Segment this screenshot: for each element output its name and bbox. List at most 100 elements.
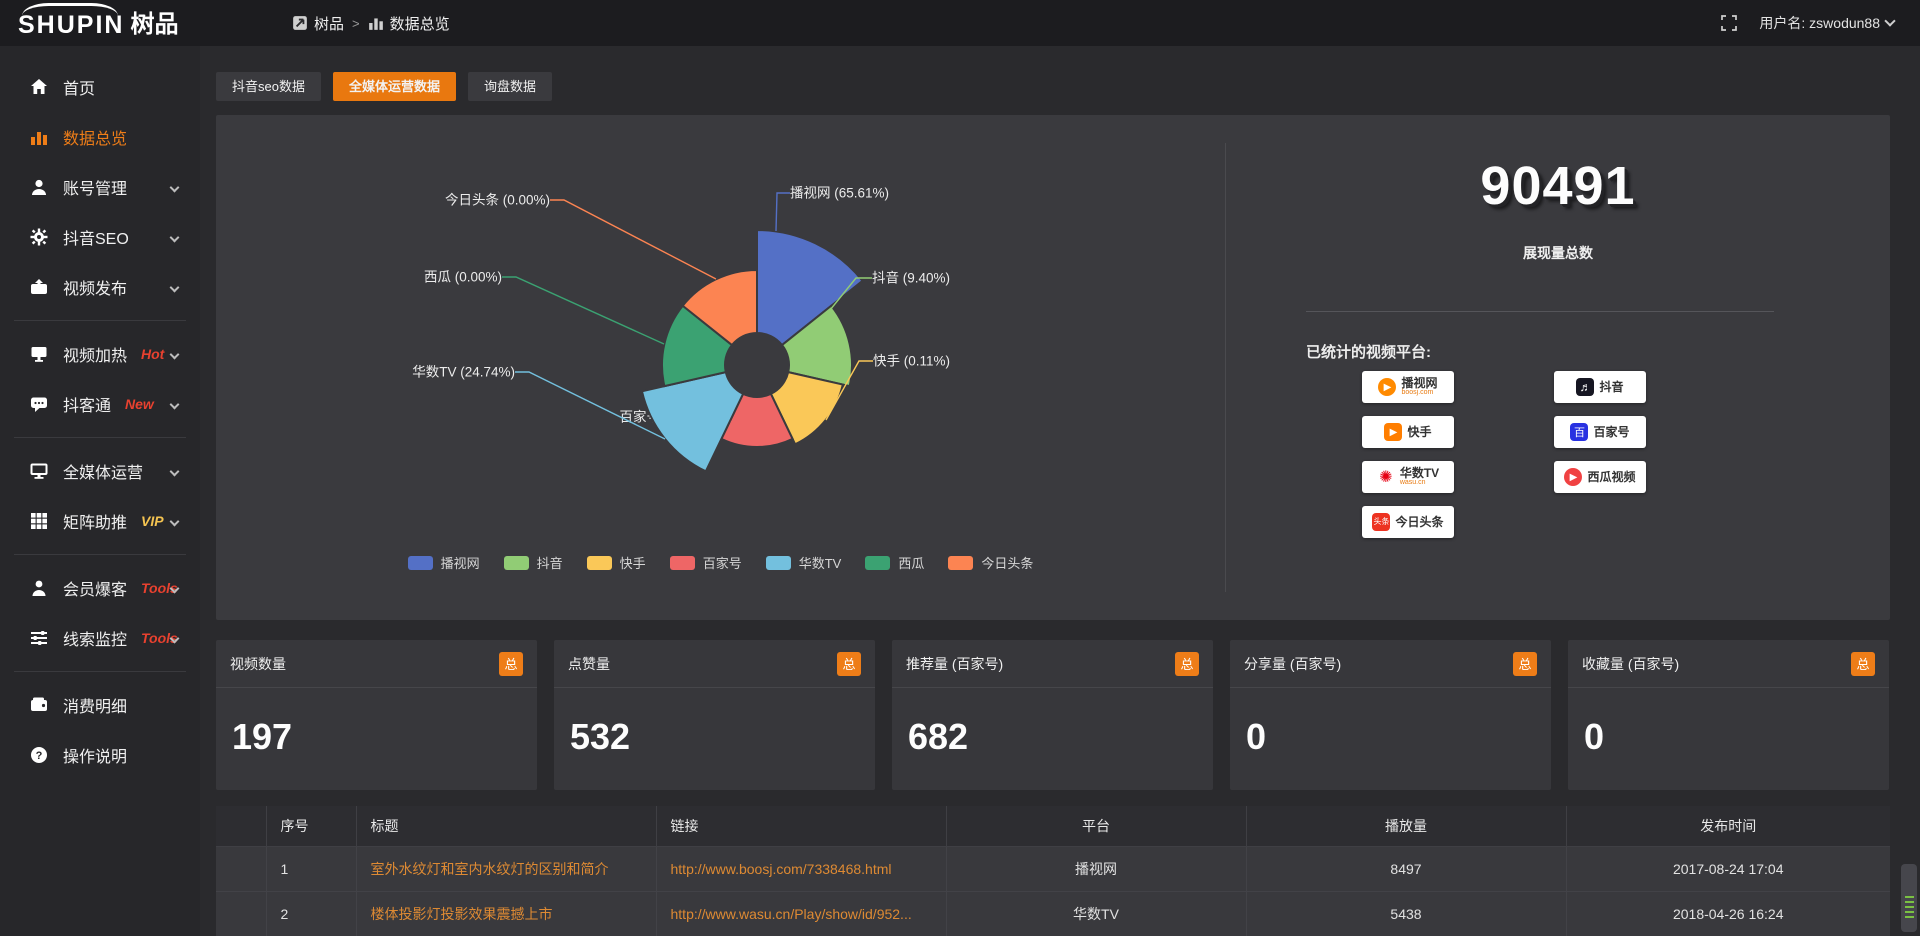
- stat-card-title: 点赞量: [568, 655, 610, 672]
- pie-slice-华数TV[interactable]: [640, 370, 745, 473]
- chevron-down-icon: [169, 466, 180, 476]
- sidebar-item-全媒体运营[interactable]: 全媒体运营: [0, 446, 200, 496]
- legend-item-今日头条[interactable]: 今日头条: [948, 553, 1033, 572]
- chevron-down-icon: [1884, 15, 1896, 27]
- stat-card-header: 点赞量 总: [554, 640, 875, 688]
- legend-item-华数TV[interactable]: 华数TV: [765, 553, 841, 572]
- legend-item-抖音[interactable]: 抖音: [503, 553, 563, 572]
- stat-card-title: 视频数量: [230, 655, 286, 672]
- breadcrumb: 树品 > 数据总览: [292, 13, 450, 34]
- column-header-标题: 标题: [355, 806, 657, 847]
- sidebar-item-视频发布[interactable]: 视频发布: [0, 262, 200, 312]
- impressions-total-value: 90491: [1480, 156, 1636, 216]
- legend-item-西瓜[interactable]: 西瓜: [865, 553, 924, 572]
- stat-card-分享量 (百家号): 分享量 (百家号) 总 0: [1230, 640, 1551, 790]
- platform-badge-西瓜视频: ▶ 西瓜视频: [1554, 461, 1646, 493]
- fullscreen-icon[interactable]: [1721, 15, 1738, 31]
- legend-swatch: [948, 555, 974, 570]
- sidebar-item-线索监控[interactable]: 线索监控 Tools: [0, 613, 200, 663]
- sidebar-item-badge: Hot: [141, 346, 165, 362]
- side-float-widget[interactable]: [1901, 864, 1917, 932]
- sidebar-item-操作说明[interactable]: ? 操作说明: [0, 730, 200, 780]
- platform-name: 快手: [1407, 425, 1432, 439]
- breadcrumb-home[interactable]: 树品: [292, 13, 344, 34]
- logo-text-cn: 树品: [130, 11, 179, 38]
- tab-抖音seo数据[interactable]: 抖音seo数据: [216, 72, 321, 101]
- platform-badge-播视网: ▶ 播视网 boosj.com: [1362, 371, 1454, 403]
- cell-url-link[interactable]: http://www.wasu.cn/Play/show/id/952...: [655, 890, 947, 936]
- legend-label: 今日头条: [981, 556, 1034, 571]
- cell-plays: 5438: [1245, 890, 1567, 936]
- stat-card-推荐量 (百家号): 推荐量 (百家号) 总 682: [892, 640, 1213, 790]
- grid-icon: [31, 513, 47, 529]
- stat-card-header: 收藏量 (百家号) 总: [1568, 640, 1889, 688]
- sidebar-divider: [14, 554, 186, 555]
- pie-label-华数TV: 华数TV (24.74%): [412, 365, 515, 380]
- stat-card-点赞量: 点赞量 总 532: [554, 640, 875, 790]
- tab-询盘数据[interactable]: 询盘数据: [467, 72, 552, 101]
- user-menu[interactable]: 用户名: zswodun88: [1759, 13, 1896, 33]
- sidebar-item-label: 线索监控: [63, 632, 128, 649]
- sidebar-item-抖音SEO[interactable]: 抖音SEO: [0, 212, 200, 262]
- video-table-panel: 序号 标题 链接 平台 播放量 发布时间 1 室外水纹灯和室内水纹灯的区别和简介 http:/…: [216, 806, 1890, 936]
- stat-card-header: 视频数量 总: [216, 640, 537, 688]
- pie-slice-快手[interactable]: [769, 370, 844, 446]
- chevron-down-icon: [169, 282, 180, 292]
- bar-chart-icon: [368, 18, 383, 30]
- pie-label-快手: 快手 (0.11%): [873, 354, 950, 369]
- sidebar-item-label: 视频加热: [63, 348, 128, 365]
- pie-label-line: [550, 199, 717, 280]
- legend-swatch: [669, 555, 695, 570]
- pie-slice-播视网[interactable]: [756, 228, 864, 347]
- sidebar-item-矩阵助推[interactable]: 矩阵助推 VIP: [0, 496, 200, 546]
- person-icon: [32, 580, 46, 596]
- cell-platform: 播视网: [945, 845, 1247, 892]
- legend-label: 西瓜: [898, 556, 925, 571]
- cell-url-link[interactable]: http://www.boosj.com/7338468.html: [655, 845, 947, 892]
- stat-card-value: 0: [1246, 716, 1267, 757]
- sliders-icon: [31, 631, 47, 645]
- legend-item-快手[interactable]: 快手: [586, 553, 646, 572]
- stat-card-收藏量 (百家号): 收藏量 (百家号) 总 0: [1568, 640, 1889, 790]
- legend-item-播视网[interactable]: 播视网: [407, 553, 480, 572]
- sidebar-item-label: 数据总览: [63, 131, 128, 148]
- platform-badge-今日头条: 头条 今日头条: [1362, 506, 1454, 538]
- stat-card-title: 收藏量 (百家号): [1582, 655, 1680, 672]
- sidebar-item-抖客通[interactable]: 抖客通 New: [0, 379, 200, 429]
- table-row: 2 楼体投影灯投影效果震撼上市 http://www.wasu.cn/Play/sh…: [216, 890, 1890, 936]
- cell-title-link[interactable]: 楼体投影灯投影效果震撼上市: [355, 890, 657, 936]
- platform-badge-抖音: ♬ 抖音: [1554, 371, 1646, 403]
- pie-label-line: [515, 371, 666, 440]
- legend-item-百家号[interactable]: 百家号: [669, 553, 742, 572]
- pie-slice-今日头条[interactable]: [681, 268, 758, 347]
- pie-slice-抖音[interactable]: [780, 304, 853, 388]
- widget-stripe: [1904, 916, 1914, 918]
- panel-divider: [1225, 143, 1226, 592]
- legend-swatch: [865, 555, 891, 570]
- stat-card-视频数量: 视频数量 总 197: [216, 640, 537, 790]
- breadcrumb-current[interactable]: 数据总览: [368, 13, 450, 34]
- sidebar-item-首页[interactable]: 首页: [0, 62, 200, 112]
- pie-label-line: [825, 360, 873, 421]
- data-tabs: 抖音seo数据 全媒体运营数据 询盘数据: [216, 72, 552, 101]
- boosj-icon: ▶: [1378, 378, 1397, 396]
- sidebar-item-数据总览[interactable]: 数据总览: [0, 112, 200, 162]
- sidebar-item-消费明细[interactable]: 消费明细: [0, 680, 200, 730]
- baijiahao-icon: 百: [1570, 423, 1589, 441]
- cell-title-link[interactable]: 室外水纹灯和室内水纹灯的区别和简介: [355, 845, 657, 892]
- stat-card-value: 532: [570, 716, 631, 757]
- sidebar-item-视频加热[interactable]: 视频加热 Hot: [0, 329, 200, 379]
- pie-label-西瓜: 西瓜 (0.00%): [424, 270, 502, 285]
- stat-card-header: 推荐量 (百家号) 总: [892, 640, 1213, 688]
- stat-cards-row: 视频数量总 197 点赞量总 532 推荐量 (百家号) 总 682 分享量 (百家号) 总 0 收…: [216, 640, 1890, 790]
- platform-badge-快手: ▶ 快手: [1362, 416, 1454, 448]
- sidebar-item-badge: Tools: [141, 630, 178, 646]
- platform-name: 今日头条: [1395, 515, 1444, 529]
- sidebar-item-账号管理[interactable]: 账号管理: [0, 162, 200, 212]
- stat-card-value: 0: [1584, 716, 1605, 757]
- wasu-icon: ✺: [1376, 468, 1395, 486]
- select-all-header[interactable]: [216, 806, 267, 847]
- tab-全媒体运营数据[interactable]: 全媒体运营数据: [332, 72, 456, 101]
- legend-swatch: [503, 555, 529, 570]
- sidebar-item-会员爆客[interactable]: 会员爆客 Tools: [0, 563, 200, 613]
